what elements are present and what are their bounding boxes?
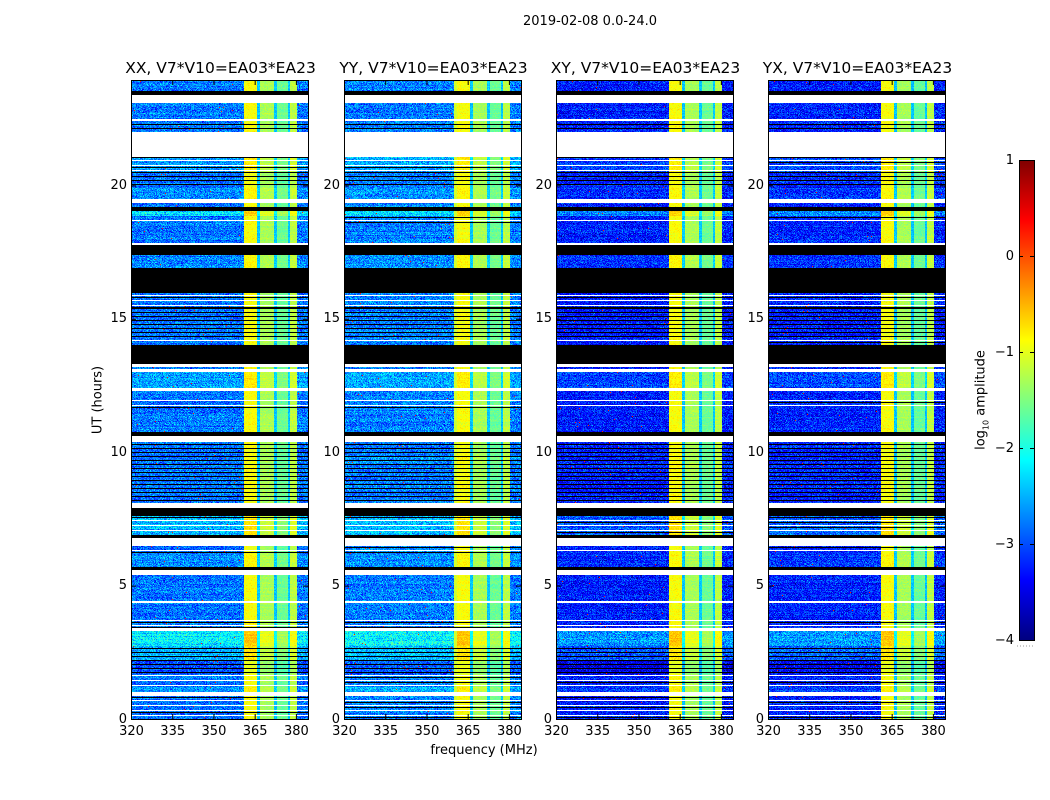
colorbar-tick-label: 0 (1005, 248, 1014, 264)
y-tick-label: 15 (747, 311, 764, 327)
y-tick-label: 20 (323, 177, 340, 193)
y-tick-label: 15 (323, 311, 340, 327)
colorbar-tick-label: −3 (994, 536, 1014, 552)
x-axis-label: frequency (MHz) (430, 743, 538, 758)
y-tick-label: 0 (543, 711, 552, 727)
x-tick-label: 365 (455, 724, 481, 739)
colorbar-tick-label: −1 (994, 344, 1014, 360)
x-tick-label: 380 (708, 724, 734, 739)
x-tick-label: 320 (544, 724, 569, 739)
spectrogram-2 (556, 80, 733, 719)
panel-frame (556, 80, 734, 720)
x-tick-label: 350 (838, 724, 864, 739)
y-tick-label: 0 (755, 711, 764, 727)
x-tick-label: 365 (242, 724, 268, 739)
y-tick-label: 15 (110, 311, 127, 327)
y-tick-label: 5 (543, 578, 552, 594)
y-tick-label: 5 (331, 578, 340, 594)
panel-frame (131, 80, 309, 720)
x-tick-label: 335 (373, 724, 399, 739)
panel-title: YY, V7*V10=EA03*EA23 (339, 59, 528, 77)
x-tick-label: 350 (626, 724, 652, 739)
panel-title: YX, V7*V10=EA03*EA23 (762, 59, 953, 77)
x-tick-label: 335 (585, 724, 611, 739)
panel-title: XY, V7*V10=EA03*EA23 (550, 59, 741, 77)
y-tick-label: 20 (747, 177, 764, 193)
x-tick-label: 380 (496, 724, 522, 739)
x-tick-label: 335 (160, 724, 186, 739)
spectrogram-3 (768, 80, 945, 719)
x-tick-label: 320 (756, 724, 781, 739)
x-tick-label: 380 (920, 724, 946, 739)
y-tick-label: 20 (535, 177, 552, 193)
colorbar-frame (1019, 160, 1035, 641)
x-tick-label: 335 (797, 724, 823, 739)
colorbar (1019, 160, 1034, 640)
y-tick-label: 10 (535, 444, 552, 460)
y-tick-label: 15 (535, 311, 552, 327)
y-tick-label: 0 (331, 711, 340, 727)
y-tick-label: 20 (110, 177, 127, 193)
spectrogram-0 (131, 80, 308, 719)
y-tick-label: 5 (118, 578, 127, 594)
panel-frame (344, 80, 522, 720)
y-tick-label: 10 (323, 444, 340, 460)
panel-title: XX, V7*V10=EA03*EA23 (125, 59, 316, 77)
y-tick-label: 10 (110, 444, 127, 460)
x-tick-label: 350 (414, 724, 440, 739)
figure-title: 2019-02-08 0.0-24.0 (523, 14, 657, 29)
x-tick-label: 380 (283, 724, 309, 739)
colorbar-tick-label: 1 (1005, 152, 1014, 168)
x-tick-label: 350 (201, 724, 227, 739)
x-tick-label: 320 (332, 724, 357, 739)
y-tick-label: 5 (755, 578, 764, 594)
spectrogram-1 (344, 80, 521, 719)
y-tick-label: 0 (118, 711, 127, 727)
panel-frame (768, 80, 946, 720)
colorbar-tick-label: −2 (994, 440, 1014, 456)
y-tick-label: 10 (747, 444, 764, 460)
x-tick-label: 365 (879, 724, 905, 739)
x-tick-label: 365 (667, 724, 693, 739)
colorbar-tick-label: −4 (994, 632, 1014, 648)
x-tick-label: 320 (119, 724, 144, 739)
